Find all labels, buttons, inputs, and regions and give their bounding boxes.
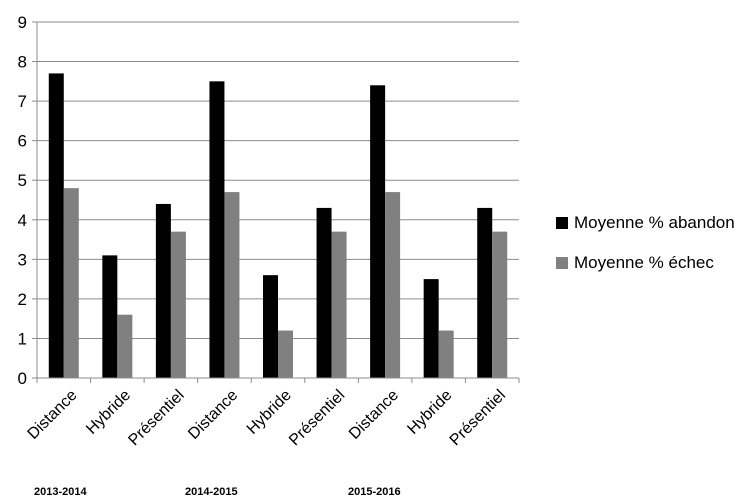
x-tick-label: Présentiel	[286, 387, 348, 449]
bar-echec	[170, 231, 186, 378]
legend-label-abandon: Moyenne % abandon	[574, 213, 735, 232]
x-tick-label: Distance	[346, 387, 402, 443]
bar-abandon	[477, 207, 493, 378]
bar-echec	[492, 231, 508, 378]
bar-abandon	[370, 85, 386, 379]
bar-echec	[117, 314, 133, 378]
group-label-2: 2014-2015	[185, 486, 238, 498]
legend-swatch-echec	[556, 257, 568, 269]
axes	[36, 22, 520, 383]
y-tick-label: 5	[18, 171, 27, 190]
y-tick-label: 9	[18, 13, 27, 32]
legend-item-abandon: Moyenne % abandon	[556, 212, 735, 234]
group-label-3: 2015-2016	[348, 486, 401, 498]
y-tick-label: 3	[18, 250, 27, 269]
bar-abandon	[48, 73, 64, 378]
bar-abandon	[102, 255, 118, 378]
y-tick-label: 2	[18, 290, 27, 309]
x-tick-label: Hybride	[404, 387, 455, 438]
y-axis-ticks: 0 1 2 3 4 5 6 7 8 9	[18, 13, 37, 388]
x-tick-label: Hybride	[83, 387, 134, 438]
y-tick-label: 7	[18, 92, 27, 111]
legend-swatch-abandon	[556, 217, 568, 229]
legend: Moyenne % abandon Moyenne % échec	[556, 212, 735, 292]
y-tick-label: 6	[18, 132, 27, 151]
bar-abandon	[263, 275, 278, 378]
x-tick-label: Hybride	[244, 387, 295, 438]
y-tick-label: 1	[18, 329, 27, 348]
x-tick-label: Distance	[185, 387, 241, 443]
x-tick-label: Distance	[25, 387, 81, 443]
bar-echec	[278, 330, 293, 378]
bar-abandon	[316, 207, 332, 378]
group-label-1: 2013-2014	[34, 486, 87, 498]
y-tick-label: 0	[18, 369, 27, 388]
legend-label-echec: Moyenne % échec	[574, 253, 714, 272]
bars	[48, 73, 508, 379]
bar-abandon	[209, 81, 225, 378]
bar-abandon	[423, 279, 439, 378]
bar-echec	[438, 330, 454, 378]
bar-echec	[331, 231, 347, 378]
y-tick-label: 4	[18, 211, 27, 230]
bar-echec	[224, 192, 240, 378]
legend-item-echec: Moyenne % échec	[556, 252, 735, 274]
bar-echec	[385, 192, 401, 378]
y-tick-label: 8	[18, 53, 27, 72]
x-tick-label: Présentiel	[125, 387, 187, 449]
bar-echec	[63, 188, 79, 378]
x-tick-label: Présentiel	[447, 387, 509, 449]
bar-abandon	[155, 203, 171, 378]
